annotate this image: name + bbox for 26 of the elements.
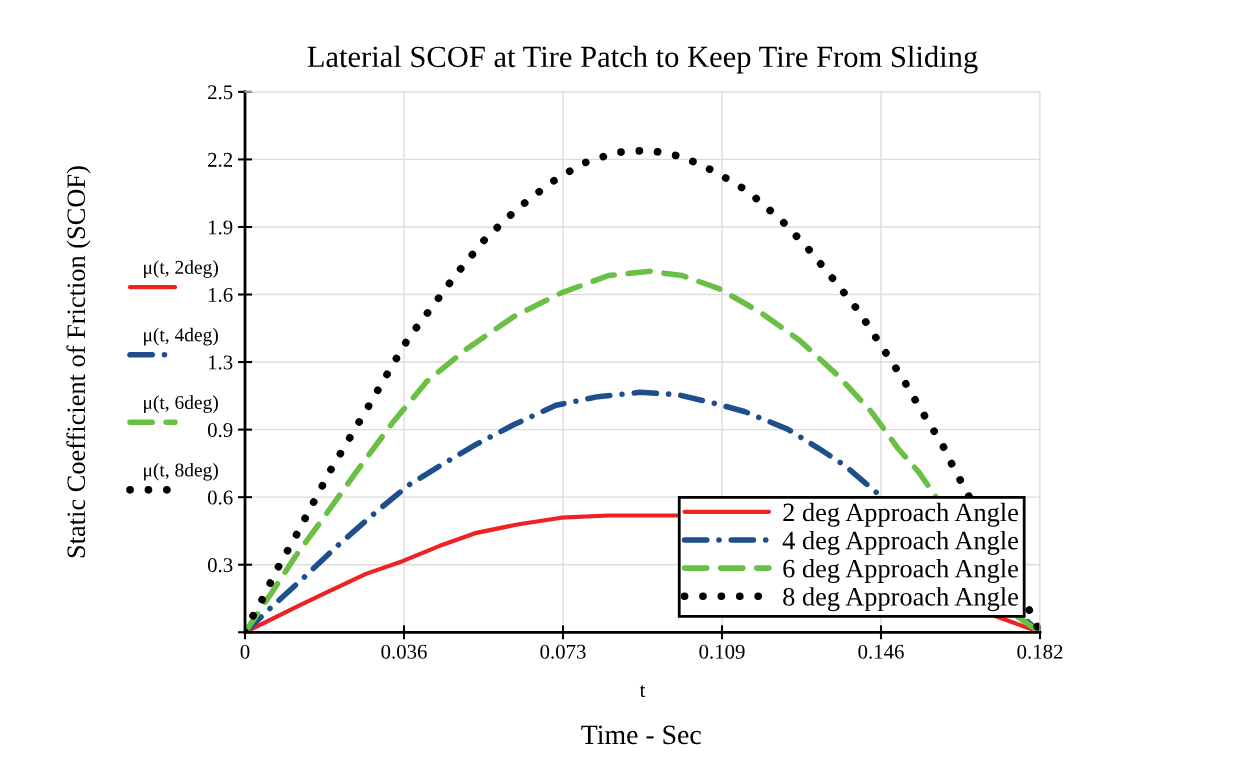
x-tick-label: 0	[240, 644, 250, 659]
text: μ(t, 8deg)	[144, 462, 218, 481]
y-tick-label: 0.9	[207, 422, 233, 438]
y-tick-label: 2.5	[208, 85, 233, 100]
y-tick-label: 1.6	[208, 287, 233, 303]
y-tick-label: 2.2	[208, 152, 233, 167]
x-tick-label: 0.036	[381, 644, 427, 659]
x-tick-label: 0.146	[858, 644, 904, 659]
text: μ(t, 2deg)	[144, 260, 218, 278]
y-axis-title: Static Coefficient of Friction (SCOF)	[66, 166, 91, 558]
y-tick-label: 1.3	[208, 355, 233, 370]
text: Time - Sec	[581, 725, 701, 745]
legend-label: 6 deg Approach Angle	[783, 559, 1018, 584]
legend-label: 2 deg Approach Angle	[783, 502, 1018, 527]
x-tick-label: 0.109	[699, 644, 745, 659]
y-tick-label: 0.6	[207, 490, 233, 505]
chart-title: Laterial SCOF at Tire Patch to Keep Tire From Sliding	[307, 45, 978, 74]
text: μ(t, 6deg)	[144, 395, 218, 414]
y-tick-label: 1.9	[208, 220, 233, 235]
y-tick-label: 0.3	[207, 558, 233, 573]
legend-label: 4 deg Approach Angle	[782, 530, 1018, 555]
x-tick-label: 0.073	[540, 644, 586, 659]
x-axis-title: t	[639, 685, 646, 698]
legend-label: 8 deg Approach Angle	[783, 587, 1018, 612]
x-tick-label: 0.182	[1017, 644, 1063, 659]
text: μ(t, 4deg)	[144, 327, 218, 346]
